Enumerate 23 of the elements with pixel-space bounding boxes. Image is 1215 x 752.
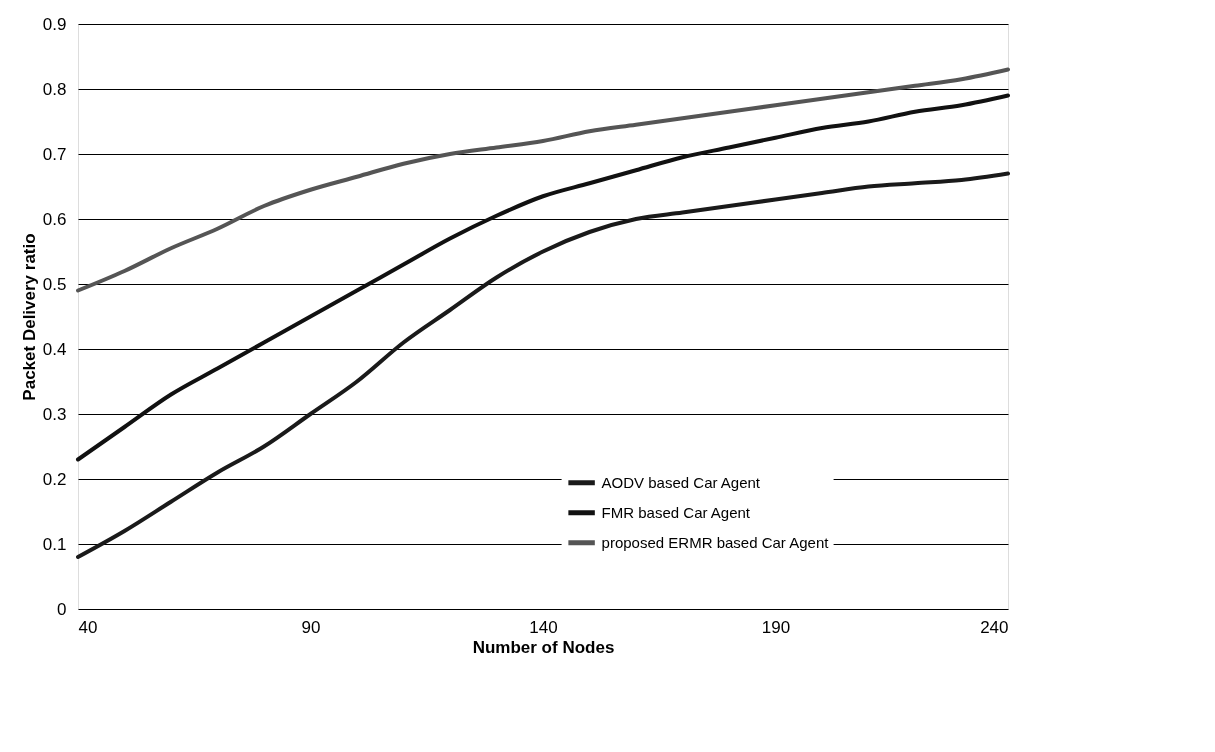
y-tick-label: 0.7 — [42, 144, 67, 164]
x-axis-title: Number of Nodes — [472, 637, 615, 657]
y-tick-label: 0.1 — [42, 534, 67, 554]
y-tick-label: 0.5 — [42, 274, 67, 294]
y-axis-title: Packet Delivery ratio — [19, 233, 39, 401]
line-series — [76, 171, 1010, 559]
x-tick-label: 140 — [529, 617, 558, 637]
y-tick-label: 0.3 — [42, 404, 67, 424]
y-tick-label: 0.6 — [42, 209, 67, 229]
y-tick-label: 0.2 — [42, 469, 67, 489]
x-tick-label: 240 — [980, 617, 1009, 637]
legend-label: FMR based Car Agent — [601, 503, 751, 521]
legend-label: AODV based Car Agent — [601, 473, 761, 491]
legend-label: proposed ERMR based Car Agent — [601, 533, 830, 551]
y-tick-label: 0 — [57, 599, 67, 619]
x-tick-label: 90 — [301, 617, 321, 637]
y-tick-label: 0.9 — [42, 14, 67, 34]
line-series — [76, 93, 1010, 462]
x-tick-label: 190 — [761, 617, 791, 637]
y-tick-label: 0.4 — [42, 339, 67, 359]
x-tick-label: 40 — [78, 617, 98, 637]
line-series — [76, 67, 1010, 293]
y-tick-label: 0.8 — [42, 79, 67, 99]
